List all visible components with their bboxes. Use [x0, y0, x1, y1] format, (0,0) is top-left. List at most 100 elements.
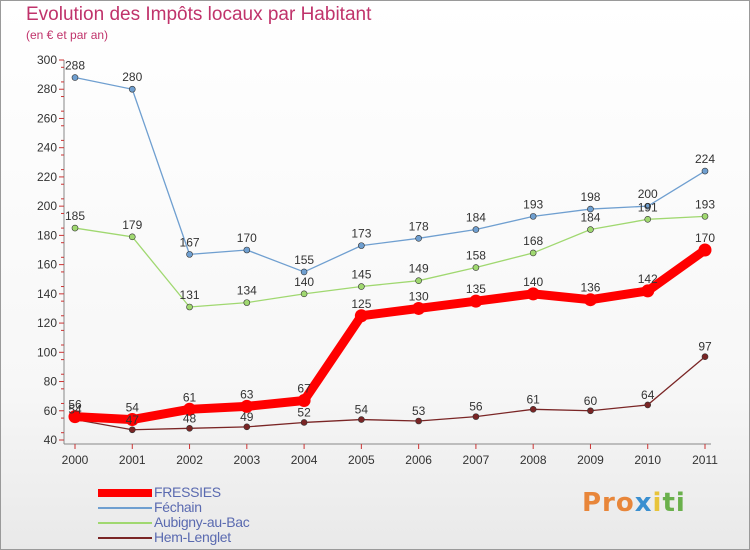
- data-point: [128, 85, 136, 93]
- data-label: 64: [641, 388, 655, 402]
- chart-subtitle: (en € et par an): [26, 28, 109, 42]
- x-tick-label: 2010: [634, 453, 661, 467]
- data-label: 61: [183, 390, 197, 404]
- data-label: 155: [294, 253, 314, 267]
- y-tick-label: 80: [44, 375, 58, 389]
- data-point: [71, 224, 79, 232]
- data-point: [186, 303, 193, 311]
- y-tick-label: 40: [44, 433, 58, 447]
- data-label: 60: [584, 394, 598, 408]
- x-tick-label: 2011: [692, 453, 718, 467]
- data-label: 173: [351, 227, 371, 241]
- legend-swatch: [98, 507, 152, 509]
- x-tick-label: 2001: [119, 453, 146, 467]
- data-point: [300, 268, 308, 276]
- data-point: [183, 402, 197, 416]
- legend-label: FRESSIES: [154, 484, 221, 500]
- data-point: [415, 417, 422, 425]
- data-point: [701, 213, 709, 220]
- data-point: [358, 283, 365, 290]
- data-point: [243, 423, 251, 431]
- y-tick-label: 180: [37, 228, 57, 242]
- data-point: [415, 277, 422, 284]
- data-label: 56: [68, 398, 82, 412]
- data-label: 136: [580, 281, 600, 295]
- data-label: 142: [638, 272, 658, 286]
- y-tick-label: 200: [37, 199, 57, 213]
- data-point: [358, 416, 365, 423]
- data-point: [128, 233, 136, 241]
- data-label: 130: [409, 289, 429, 303]
- data-label: 200: [638, 187, 658, 201]
- data-label: 167: [180, 235, 200, 249]
- x-tick-label: 2003: [233, 453, 260, 467]
- series-line-f-chain: [74, 76, 706, 273]
- data-label: 53: [412, 404, 426, 418]
- data-label: 224: [695, 152, 715, 166]
- data-label: 134: [237, 284, 257, 298]
- data-label: 158: [466, 249, 486, 263]
- data-label: 97: [698, 340, 712, 354]
- data-label: 54: [355, 403, 369, 417]
- data-point: [68, 410, 82, 424]
- data-label: 198: [580, 190, 600, 204]
- data-label: 131: [180, 288, 200, 302]
- y-tick-label: 120: [37, 316, 57, 330]
- data-label: 168: [523, 234, 543, 248]
- x-tick-label: 2007: [463, 453, 490, 467]
- data-label: 280: [122, 70, 142, 84]
- data-label: 49: [240, 410, 254, 424]
- data-label: 54: [126, 401, 140, 415]
- data-point: [472, 226, 480, 233]
- y-tick-label: 220: [37, 170, 57, 184]
- data-point: [644, 216, 652, 223]
- data-point: [526, 287, 540, 301]
- data-label: 149: [409, 262, 429, 276]
- y-tick-label: 60: [44, 404, 58, 418]
- x-tick-label: 2009: [577, 453, 604, 467]
- y-tick-label: 280: [37, 82, 57, 96]
- data-label: 184: [466, 211, 486, 225]
- data-point: [698, 243, 712, 257]
- y-tick-label: 100: [37, 345, 57, 359]
- data-point: [71, 74, 79, 81]
- chart-title: Evolution des Impôts locaux par Habitant: [26, 4, 372, 25]
- legend-swatch: [98, 522, 152, 524]
- data-label: 67: [297, 382, 311, 396]
- data-label: 63: [240, 387, 254, 401]
- data-label: 170: [237, 231, 257, 245]
- proxiti-logo: Proxiti: [582, 488, 686, 518]
- x-tick-label: 2002: [176, 453, 203, 467]
- data-label: 191: [638, 200, 658, 214]
- series-line-fressies: [70, 245, 710, 425]
- data-label: 170: [695, 231, 715, 245]
- data-label: 47: [126, 413, 140, 427]
- data-point: [587, 407, 594, 415]
- data-point: [472, 413, 480, 420]
- x-tick-label: 2004: [291, 453, 318, 467]
- data-label: 125: [351, 297, 371, 311]
- data-label: 140: [523, 275, 543, 289]
- legend-label: Hem-Lenglet: [154, 529, 231, 545]
- data-point: [186, 425, 193, 432]
- data-label: 178: [409, 219, 429, 233]
- y-tick-label: 140: [37, 287, 57, 301]
- data-point: [243, 299, 251, 306]
- legend-swatch: [98, 489, 152, 497]
- data-label: 288: [65, 59, 85, 73]
- data-point: [240, 399, 254, 413]
- data-point: [469, 294, 483, 308]
- x-tick-label: 2005: [348, 453, 375, 467]
- y-tick-label: 300: [37, 53, 57, 67]
- data-point: [300, 419, 308, 426]
- data-label: 193: [523, 197, 543, 211]
- series-line-hem-lenglet: [74, 356, 706, 431]
- data-label: 61: [527, 392, 541, 406]
- data-point: [125, 413, 139, 427]
- data-point: [587, 226, 594, 233]
- data-point: [701, 353, 709, 360]
- data-label: 193: [695, 197, 715, 211]
- data-label: 140: [294, 275, 314, 289]
